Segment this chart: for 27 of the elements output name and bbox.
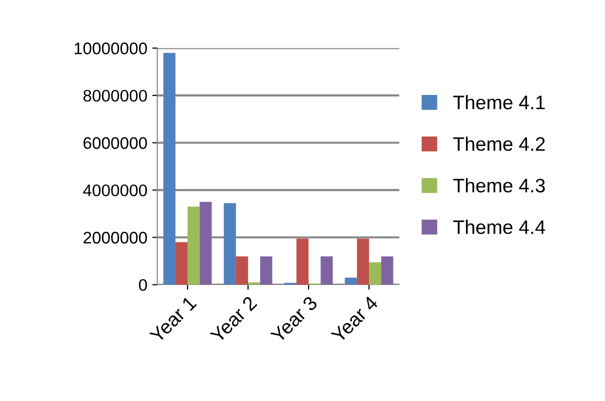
bar <box>369 262 382 285</box>
bar <box>236 256 248 285</box>
y-tick-label: 8000000 <box>83 90 147 102</box>
bar <box>356 238 370 285</box>
bar <box>188 206 200 285</box>
legend-label: Theme 4.1 <box>453 95 545 110</box>
bar <box>224 203 236 285</box>
bar <box>200 202 212 285</box>
bar <box>344 278 357 285</box>
bar <box>381 256 394 285</box>
bar <box>175 242 188 285</box>
y-tick-label: 0 <box>138 279 147 291</box>
x-tick-label: Year 4 <box>330 295 379 344</box>
x-tick-label: Year 1 <box>149 296 197 344</box>
bar <box>260 256 272 285</box>
bar <box>163 52 176 285</box>
x-tick-label: Year 3 <box>270 295 318 344</box>
y-tick-label: 6000000 <box>84 137 147 149</box>
legend-label: Theme 4.3 <box>453 178 545 192</box>
y-tick-label: 2000000 <box>84 232 147 244</box>
legend-label: Theme 4.4 <box>453 220 546 234</box>
bar <box>296 238 309 285</box>
x-tick-label: Year 2 <box>209 295 258 344</box>
bar <box>320 256 333 285</box>
legend-label: Theme 4.2 <box>453 136 545 151</box>
y-tick-label: 4000000 <box>83 184 147 196</box>
y-tick-label: 10000000 <box>74 42 147 54</box>
